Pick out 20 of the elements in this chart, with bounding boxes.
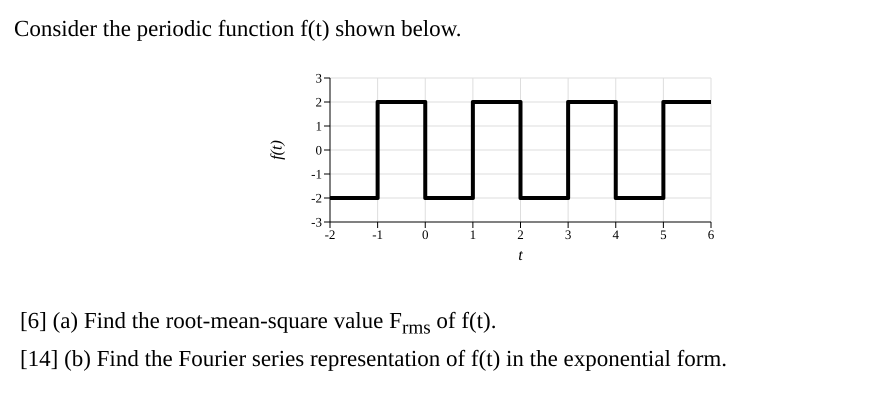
x-tick-label: 6: [708, 227, 715, 242]
x-tick-label: 4: [612, 227, 620, 242]
x-tick-label: 1: [470, 227, 476, 242]
y-axis-title: f(t): [268, 140, 286, 160]
chart-title: Consider the periodic function f(t) shown below.: [14, 16, 462, 42]
y-tick-label: 3: [316, 70, 322, 86]
y-tick-label: 2: [316, 94, 322, 110]
x-tick-label: 0: [422, 227, 428, 242]
x-tick-label: 2: [517, 227, 524, 242]
y-tick-label: 1: [316, 118, 322, 134]
x-tick-label: 3: [564, 227, 572, 242]
y-tick-label: -1: [311, 166, 322, 182]
y-tick-label: 0: [316, 142, 322, 158]
x-tick-label: 5: [660, 227, 667, 242]
x-tick-label: -1: [372, 227, 384, 242]
text: [6] (a) Find the root-mean-square value F$_{rms}$ of f(t).: [20, 308, 496, 340]
y-tick-label: -2: [311, 190, 322, 206]
y-tick-label: -3: [311, 214, 322, 230]
text: [14] (b) Find the Fourier series representation of f(t) in the exponential form.: [20, 346, 728, 372]
x-axis-title: t: [518, 247, 524, 264]
